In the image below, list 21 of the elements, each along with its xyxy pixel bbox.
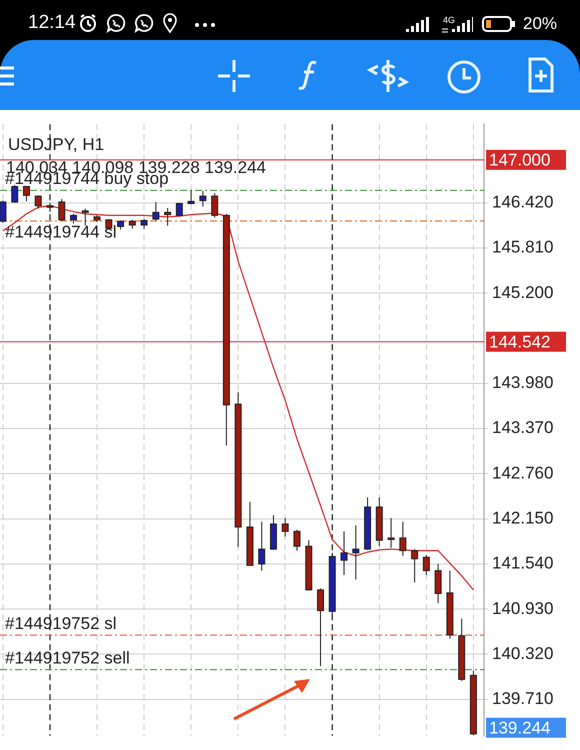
y-tick-label: 141.540	[492, 554, 554, 573]
ref-line-label: #144919752 sl	[5, 614, 117, 633]
y-tick-label: 143.980	[492, 373, 554, 392]
ref-line-label: #144919752 sell	[5, 648, 130, 668]
y-tick-label: 140.930	[492, 598, 554, 618]
text: USDJPY, H1	[8, 135, 104, 154]
ref-line-label: #144919744 sl	[5, 222, 117, 242]
y-tick-label: 142.150	[492, 508, 554, 528]
text: 20%	[523, 14, 558, 34]
y-tick-label: 145.810	[492, 238, 554, 257]
ref-line-label: 144.542	[489, 332, 550, 352]
y-tick-label: 145.200	[492, 282, 554, 302]
y-tick-label: 142.760	[492, 463, 554, 482]
y-tick-label: 143.370	[492, 418, 554, 438]
y-tick-label: 140.320	[492, 644, 554, 663]
ref-line-label: 147.000	[489, 150, 550, 170]
text: 139.244	[489, 718, 550, 738]
y-tick-label: 139.710	[492, 689, 554, 708]
y-tick-label: 146.420	[492, 192, 554, 212]
text: 12:14	[28, 12, 76, 34]
text: 4G	[443, 15, 456, 25]
